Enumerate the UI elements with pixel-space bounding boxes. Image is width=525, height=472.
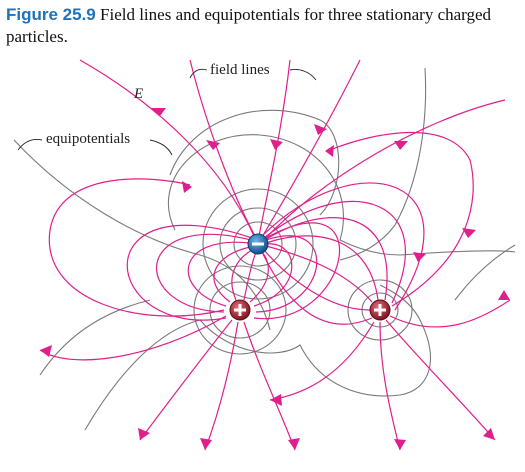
equipotential-big-loop — [168, 134, 516, 256]
field-line — [255, 235, 318, 313]
field-line — [385, 319, 496, 441]
arrow-head — [270, 139, 283, 150]
field-line — [126, 224, 253, 321]
field-line — [48, 178, 225, 317]
field-line — [263, 201, 406, 304]
equipotential-right-top — [339, 67, 427, 261]
field-line — [265, 235, 379, 301]
field-line — [261, 59, 361, 238]
arrow-head — [182, 181, 192, 193]
positive-charge-right — [369, 299, 391, 321]
arrow-head — [270, 394, 282, 406]
field-line — [261, 182, 425, 311]
field-line — [204, 321, 239, 451]
field-line — [243, 251, 257, 301]
field-line — [187, 241, 251, 307]
field-line — [263, 249, 371, 311]
figure-caption-text: Field lines and equipotentials for three… — [6, 5, 492, 46]
field-line — [379, 321, 401, 451]
arrow-head — [206, 140, 220, 150]
field-line — [189, 59, 256, 237]
label-field-lines-group: field lines — [189, 62, 317, 81]
equipotential-outer-left — [13, 139, 271, 331]
negative-charge — [247, 233, 269, 255]
arrow-head — [314, 124, 327, 135]
label-equipotentials: equipotentials — [46, 131, 130, 147]
field-line — [329, 131, 474, 307]
equipotential-neg-ring-1 — [202, 188, 314, 300]
arrow-head — [394, 439, 406, 450]
field-line — [265, 245, 373, 303]
field-line — [243, 321, 296, 451]
field-line — [231, 249, 253, 301]
field-line — [139, 319, 233, 441]
arrow-head — [150, 108, 166, 116]
arrow-head — [288, 438, 300, 450]
field-line — [264, 217, 388, 301]
field-line — [156, 233, 252, 313]
figure-number: Figure 25.9 — [6, 5, 96, 24]
arrow-head — [394, 141, 408, 150]
arrow-head — [483, 428, 495, 440]
arrow-head — [40, 345, 52, 357]
field-arrows — [40, 108, 510, 450]
equipotential-upper — [169, 109, 340, 216]
field-line — [269, 321, 375, 401]
label-e-field: E — [133, 86, 143, 102]
figure-caption: Figure 25.9 Field lines and equipotentia… — [6, 4, 516, 48]
minus-sign-icon — [252, 242, 264, 246]
label-equipotentials-group: equipotentials — [17, 131, 173, 156]
field-line — [261, 251, 373, 325]
equipotential-right-lower — [454, 244, 516, 301]
label-e-group: E — [133, 86, 143, 102]
field-line — [79, 59, 256, 239]
equipotential-pos1-ring-1 — [193, 265, 287, 355]
field-line — [263, 99, 506, 241]
arrow-head — [413, 252, 426, 262]
arrow-head — [200, 438, 212, 450]
field-line — [39, 315, 227, 361]
arrow-head — [498, 290, 510, 300]
equipotential-lower-left — [39, 299, 151, 376]
label-field-lines: field lines — [210, 62, 270, 78]
field-line — [253, 222, 341, 320]
positive-charge-left — [229, 299, 251, 321]
arrow-head — [138, 428, 150, 440]
arrow-head — [462, 228, 476, 238]
equipotential-neg-ring-3 — [233, 221, 283, 267]
field-line — [258, 59, 291, 237]
field-line — [253, 243, 293, 307]
field-line — [213, 246, 251, 303]
equipotential-bottom-loop — [84, 284, 431, 431]
field-lines — [39, 59, 511, 451]
arrow-head — [325, 145, 334, 157]
field-line — [389, 299, 511, 328]
